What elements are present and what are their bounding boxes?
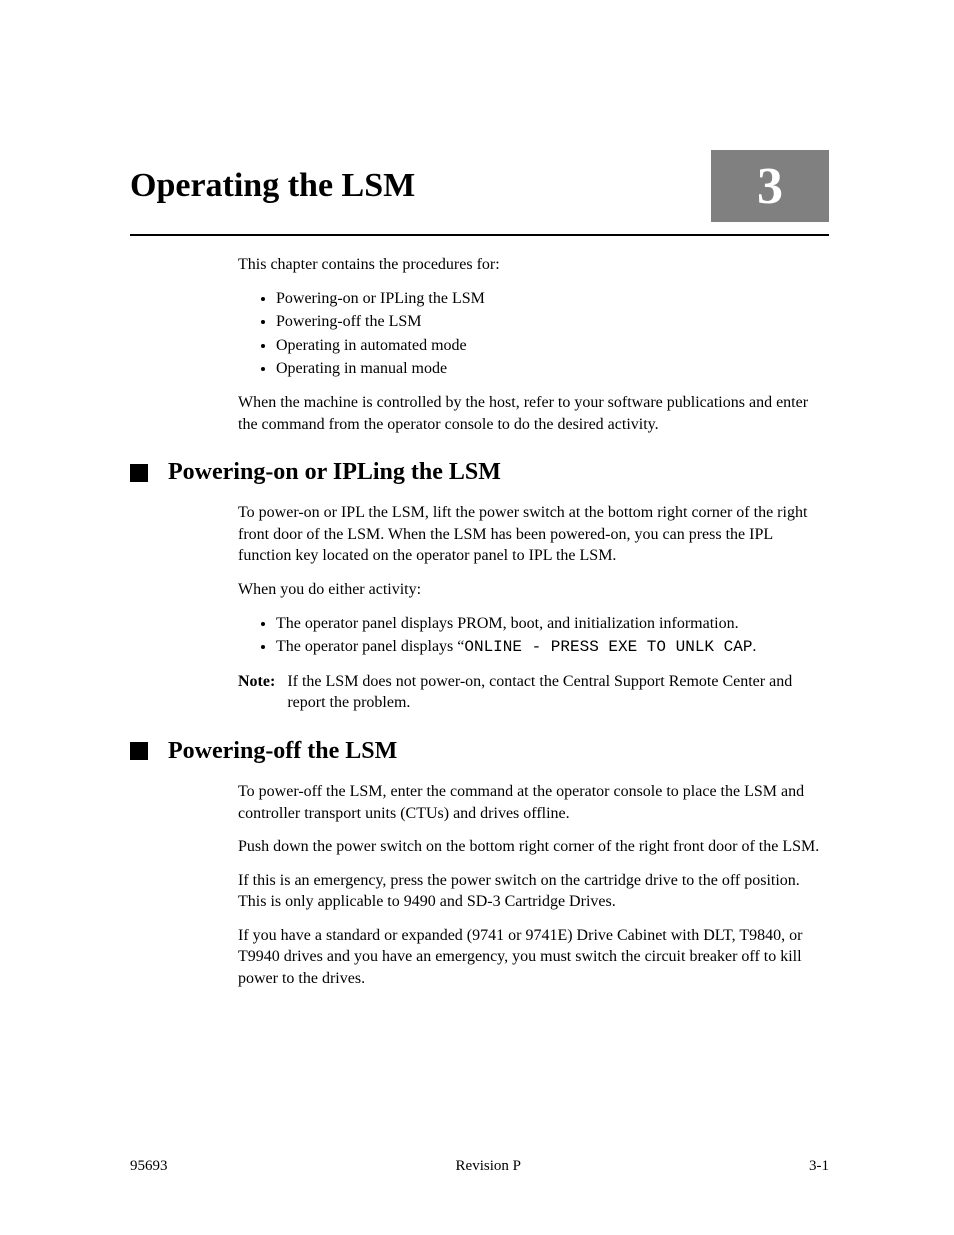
chapter-title: Operating the LSM [130,167,415,205]
intro-bullet-list: Powering-on or IPLing the LSM Powering-o… [238,288,829,380]
document-page: Operating the LSM 3 This chapter contain… [0,0,954,1235]
bullet-suffix: . [752,638,756,655]
chapter-header: Operating the LSM 3 [130,150,829,222]
bullet-prefix: The operator panel displays “ [276,638,464,655]
list-item: Powering-off the LSM [276,311,829,333]
paragraph: To power-off the LSM, enter the command … [238,781,829,824]
paragraph: If this is an emergency, press the power… [238,870,829,913]
list-item: Operating in manual mode [276,358,829,380]
note-row: Note: If the LSM does not power-on, cont… [238,671,829,714]
chapter-rule [130,234,829,236]
section1-bullet-list: The operator panel displays PROM, boot, … [238,613,829,659]
intro-tail: When the machine is controlled by the ho… [238,392,829,435]
note-label: Note: [238,671,275,714]
page-footer: 95693 Revision P 3-1 [130,1158,829,1175]
paragraph: To power-on or IPL the LSM, lift the pow… [238,502,829,567]
mono-text: ONLINE - PRESS EXE TO UNLK CAP [464,638,752,656]
paragraph: Push down the power switch on the bottom… [238,836,829,858]
square-bullet-icon [130,742,148,760]
footer-right: 3-1 [809,1158,829,1175]
section-heading-1: Powering-on or IPLing the LSM [130,459,829,486]
list-item: Operating in automated mode [276,335,829,357]
square-bullet-icon [130,464,148,482]
chapter-number-box: 3 [711,150,829,222]
section-title: Powering-on or IPLing the LSM [168,459,501,486]
section-title: Powering-off the LSM [168,738,397,765]
list-item: The operator panel displays PROM, boot, … [276,613,829,635]
intro-lead: This chapter contains the procedures for… [238,254,829,276]
footer-center: Revision P [456,1158,521,1175]
list-item: Powering-on or IPLing the LSM [276,288,829,310]
intro-block: This chapter contains the procedures for… [238,254,829,435]
paragraph: When you do either activity: [238,579,829,601]
list-item: The operator panel displays “ONLINE - PR… [276,636,829,659]
footer-left: 95693 [130,1158,168,1175]
paragraph: If you have a standard or expanded (9741… [238,925,829,990]
section2-body: To power-off the LSM, enter the command … [238,781,829,990]
section1-body: To power-on or IPL the LSM, lift the pow… [238,502,829,714]
note-text: If the LSM does not power-on, contact th… [287,671,829,714]
section-heading-2: Powering-off the LSM [130,738,829,765]
